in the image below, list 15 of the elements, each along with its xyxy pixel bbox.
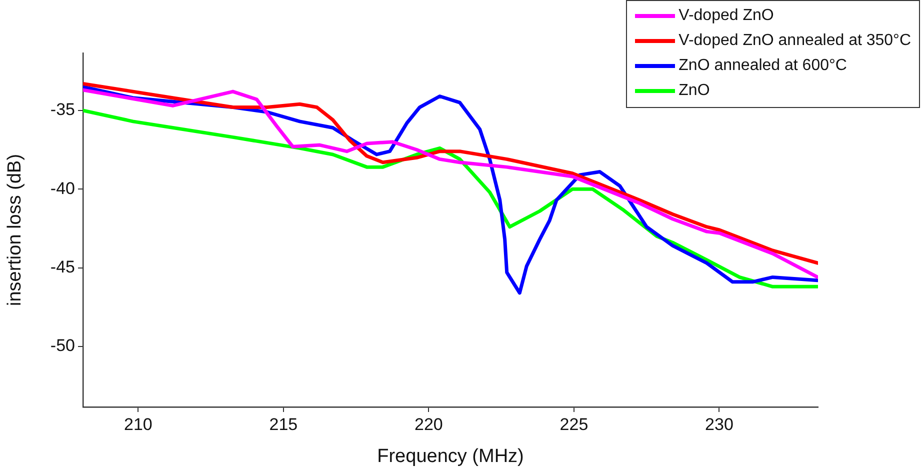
y-axis-title: insertion loss (dB) [4,154,26,306]
y-tick-label: -35 [50,100,75,120]
x-tick-label: 230 [705,414,734,434]
x-tick-label: 215 [269,414,298,434]
y-tick-label: -50 [50,336,75,356]
y-tick-label: -45 [50,257,75,276]
legend-label: V-doped ZnO [678,6,774,24]
legend-label: V-doped ZnO annealed at 350°C [678,32,911,50]
x-tick-label: 210 [124,414,152,434]
legend-label: ZnO [678,82,710,100]
y-tick-label: -40 [50,178,75,198]
legend-label: ZnO annealed at 600°C [678,56,847,74]
x-axis-title: Frequency (MHz) [377,446,524,467]
x-tick-label: 220 [414,414,443,434]
x-tick-label: 225 [560,414,588,434]
